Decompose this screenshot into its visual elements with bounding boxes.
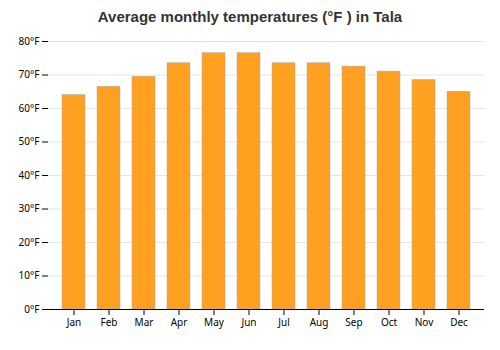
svg-text:Jun: Jun (240, 315, 256, 329)
svg-text:40°F: 40°F (19, 168, 40, 182)
svg-text:Jan: Jan (66, 315, 82, 329)
svg-text:20°F: 20°F (19, 235, 40, 249)
svg-text:Nov: Nov (415, 315, 434, 329)
html-text:Average monthly temperatures (: Average monthly temperatures (°F ) in Ta… (97, 8, 403, 25)
svg-text:Feb: Feb (101, 315, 118, 329)
svg-text:50°F: 50°F (19, 134, 40, 148)
svg-text:30°F: 30°F (19, 201, 40, 215)
svg-text:Mar: Mar (135, 315, 154, 329)
svg-text:10°F: 10°F (19, 268, 40, 282)
svg-text:0°F: 0°F (24, 302, 39, 316)
svg-text:Dec: Dec (450, 315, 468, 329)
svg-text:60°F: 60°F (19, 101, 40, 115)
svg-text:Apr: Apr (171, 315, 188, 329)
svg-text:Jul: Jul (277, 315, 290, 329)
svg-text:Oct: Oct (381, 315, 398, 329)
svg-text:80°F: 80°F (19, 34, 40, 48)
svg-text:Aug: Aug (310, 315, 329, 329)
svg-text:May: May (204, 315, 225, 329)
svg-text:70°F: 70°F (19, 67, 40, 81)
svg-text:Sep: Sep (345, 315, 362, 329)
